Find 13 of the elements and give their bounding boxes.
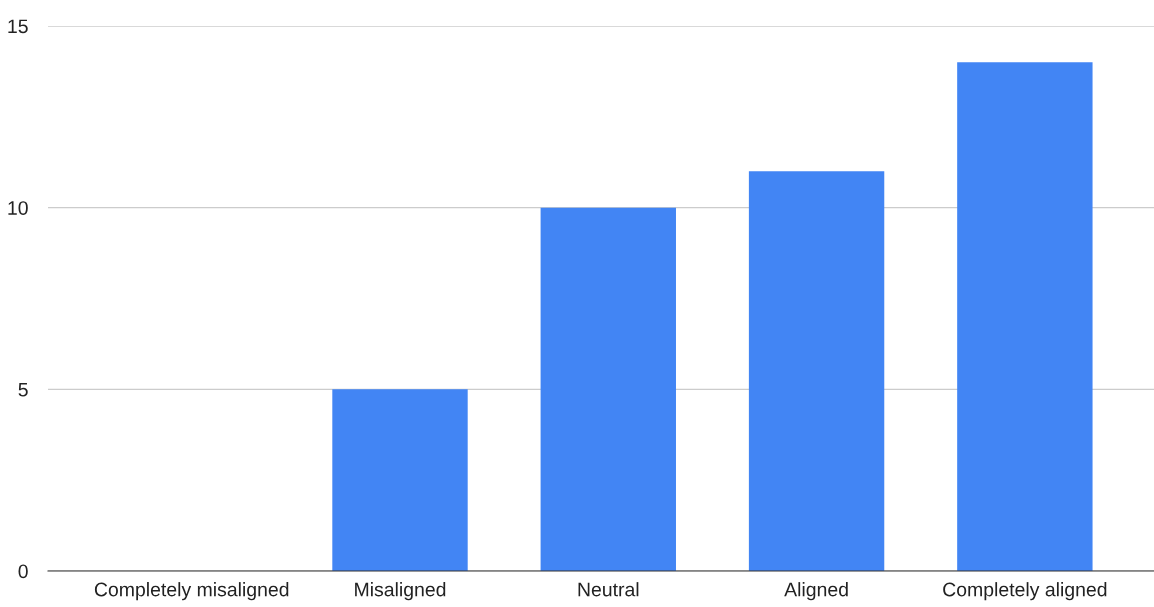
y-tick-label: 15 <box>8 19 28 34</box>
x-tick-label: Aligned <box>784 582 848 601</box>
bar <box>748 171 885 571</box>
y-tick-label: 0 <box>18 564 28 579</box>
x-tick-label: Misaligned <box>355 582 446 601</box>
x-tick-label: Neutral <box>578 582 639 597</box>
x-tick-label: Completely misaligned <box>94 582 289 601</box>
x-tick-label: Completely aligned <box>943 582 1107 601</box>
bar <box>332 389 468 571</box>
bar <box>540 207 676 571</box>
y-tick-label: 5 <box>18 383 28 397</box>
y-tick-label: 10 <box>8 201 28 215</box>
bar <box>957 62 1093 571</box>
